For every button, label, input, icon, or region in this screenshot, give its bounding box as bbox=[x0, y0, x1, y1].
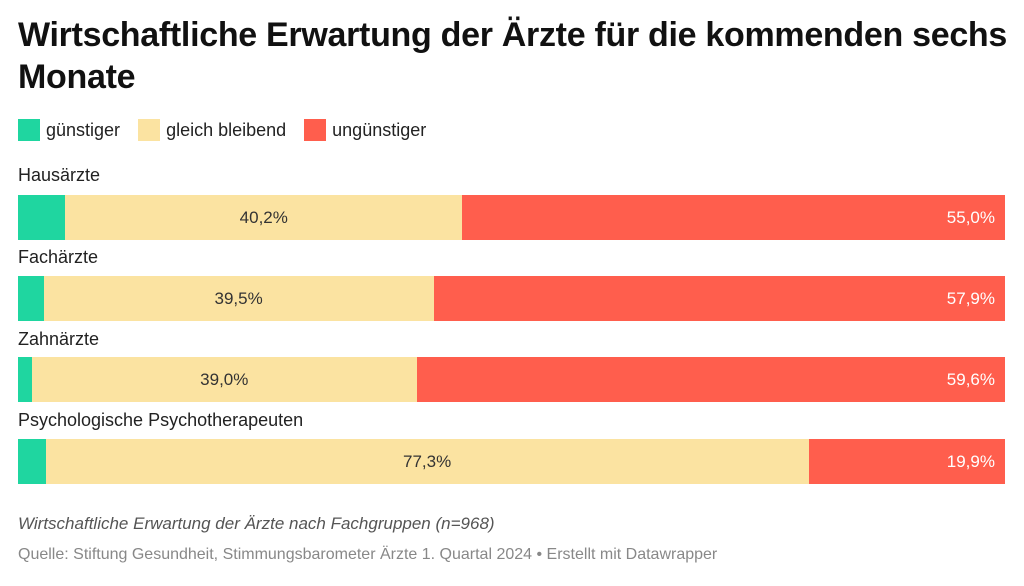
data-label-unchanged: 39,5% bbox=[214, 288, 263, 308]
row-label-hausaerzte: Hausärzte bbox=[18, 165, 101, 185]
legend-item-favorable: günstiger bbox=[18, 119, 120, 141]
row-label-zahnaerzte: Zahnärzte bbox=[18, 329, 100, 349]
data-label-unfavorable: 19,9% bbox=[946, 451, 995, 471]
data-label-unchanged: 77,3% bbox=[402, 451, 452, 471]
legend-label-unchanged: gleich bleibend bbox=[166, 119, 287, 140]
legend-label-unfavorable: ungünstiger bbox=[332, 119, 427, 140]
data-label-unchanged: 40,2% bbox=[239, 207, 288, 227]
bar-row-fachaerzte: 39,5% 57,9% bbox=[18, 276, 1005, 321]
legend-item-unchanged: gleich bleibend bbox=[138, 119, 286, 141]
bar-segment-unchanged: 40,2% bbox=[65, 195, 463, 240]
chart-title: Wirtschaftliche Erwartung der Ärzte für … bbox=[18, 16, 1008, 96]
legend-swatch-unfavorable bbox=[304, 119, 327, 141]
bar-row-psychotherapeuten: 77,3% 19,9% bbox=[18, 439, 1005, 484]
legend-label-favorable: günstiger bbox=[46, 119, 121, 140]
legend-item-unfavorable: ungünstiger bbox=[304, 119, 426, 141]
bar-row-hausaerzte: 40,2% 55,0% bbox=[18, 195, 1005, 240]
chart-source: Quelle: Stiftung Gesundheit, Stimmungsba… bbox=[18, 546, 718, 563]
bar-segment-unfavorable: 57,9% bbox=[433, 276, 1005, 321]
bar-segment-unfavorable: 55,0% bbox=[462, 195, 1005, 240]
data-label-unfavorable: 59,6% bbox=[946, 369, 995, 389]
bar-segment-unchanged: 77,3% bbox=[45, 439, 809, 484]
legend: günstiger gleich bleibend ungünstiger bbox=[18, 117, 444, 143]
bar-segment-favorable bbox=[18, 276, 44, 321]
data-label-unchanged: 39,0% bbox=[200, 369, 249, 389]
bar-segment-favorable bbox=[18, 195, 66, 240]
data-label-unfavorable: 55,0% bbox=[946, 207, 995, 227]
row-label-fachaerzte: Fachärzte bbox=[18, 247, 99, 267]
bar-row-zahnaerzte: 39,0% 59,6% bbox=[18, 357, 1005, 402]
legend-swatch-unchanged bbox=[138, 119, 161, 141]
chart-subtitle: Wirtschaftliche Erwartung der Ärzte nach… bbox=[18, 514, 495, 533]
bar-segment-unfavorable: 19,9% bbox=[808, 439, 1005, 484]
data-label-unfavorable: 57,9% bbox=[946, 288, 995, 308]
bar-segment-unfavorable: 59,6% bbox=[416, 357, 1005, 402]
bar-segment-favorable bbox=[18, 357, 32, 402]
legend-swatch-favorable bbox=[18, 119, 40, 141]
row-label-psychotherapeuten: Psychologische Psychotherapeuten bbox=[18, 410, 304, 430]
bar-segment-favorable bbox=[18, 439, 46, 484]
bar-segment-unchanged: 39,0% bbox=[31, 357, 417, 402]
bar-segment-unchanged: 39,5% bbox=[43, 276, 434, 321]
